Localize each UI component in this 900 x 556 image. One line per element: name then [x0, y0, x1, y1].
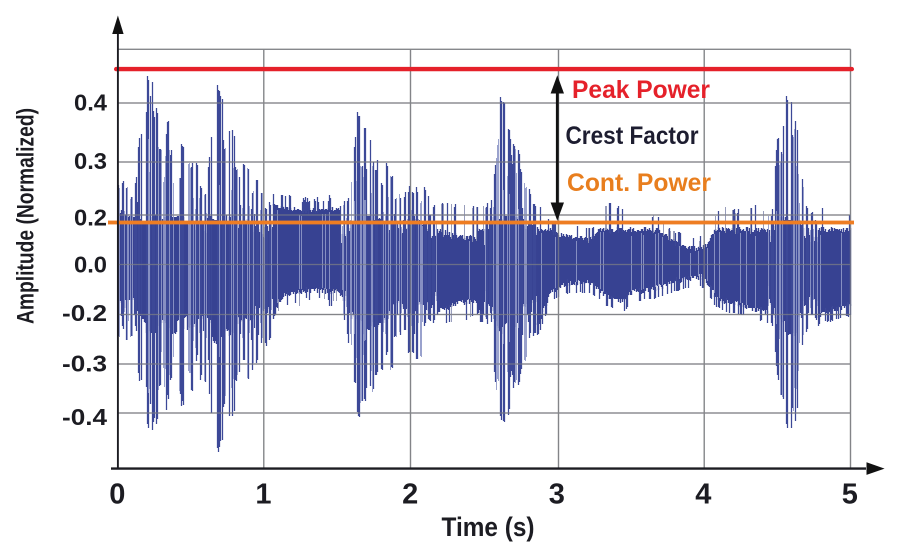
svg-text:0.0: 0.0 [74, 252, 107, 278]
svg-text:4: 4 [695, 479, 711, 511]
svg-text:0.2: 0.2 [74, 204, 107, 230]
svg-text:2: 2 [402, 479, 418, 511]
svg-text:0: 0 [109, 479, 125, 511]
svg-text:Cont. Power: Cont. Power [567, 169, 711, 197]
svg-text:0.3: 0.3 [74, 148, 107, 174]
svg-text:Crest Factor: Crest Factor [566, 122, 699, 150]
svg-text:5: 5 [842, 479, 858, 511]
svg-text:-0.4: -0.4 [62, 404, 107, 430]
svg-text:Amplitude (Normalized): Amplitude (Normalized) [13, 108, 40, 324]
svg-text:Peak Power: Peak Power [572, 76, 710, 104]
svg-text:3: 3 [549, 479, 565, 511]
svg-text:-0.3: -0.3 [62, 351, 107, 377]
svg-text:1: 1 [255, 479, 271, 511]
svg-text:0.4: 0.4 [74, 90, 107, 116]
svg-text:-0.2: -0.2 [62, 300, 107, 326]
svg-text:Time (s): Time (s) [442, 512, 535, 542]
